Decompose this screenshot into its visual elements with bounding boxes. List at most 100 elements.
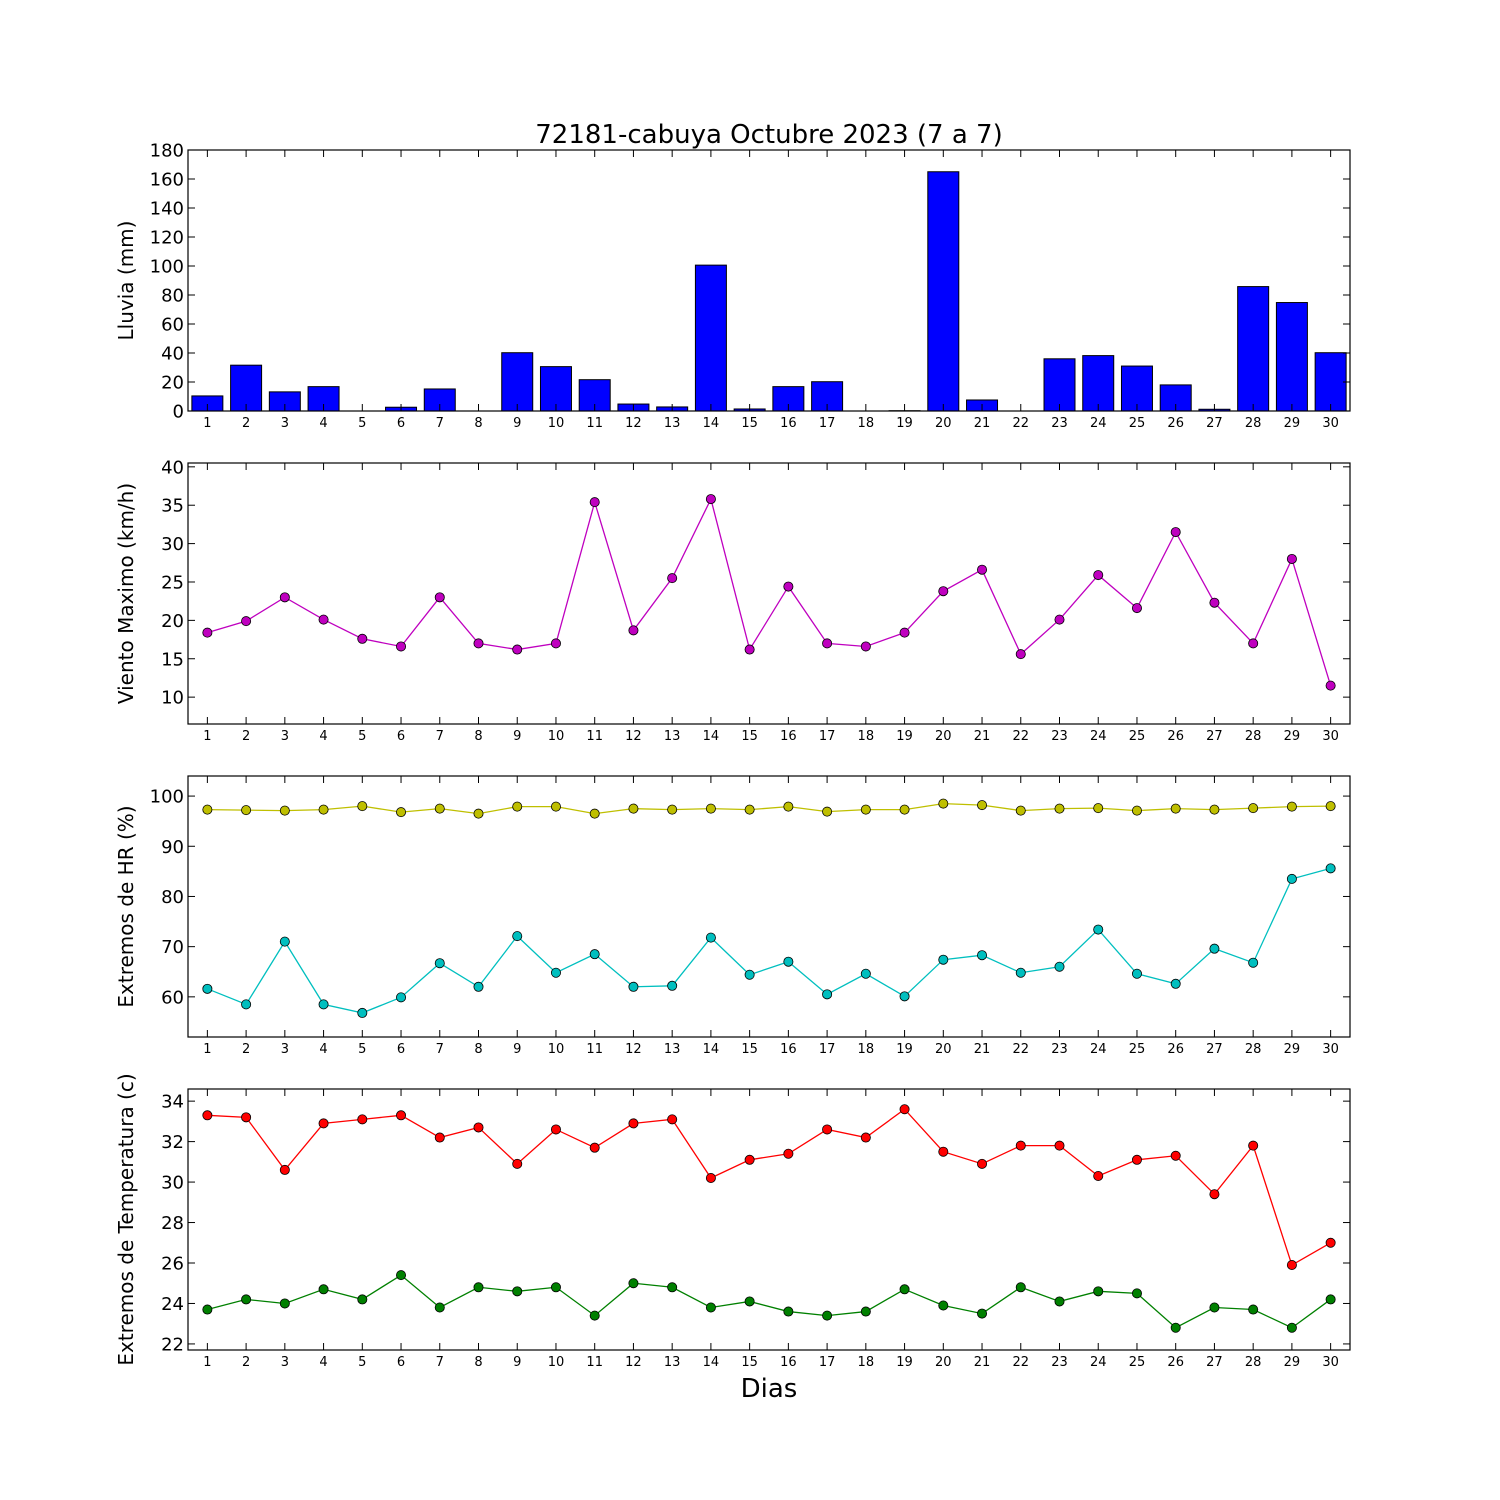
point-series-2-day-22: [1015, 1282, 1026, 1293]
point-series-1-day-12: [628, 803, 639, 814]
x-tick-label: 17: [819, 1042, 836, 1057]
point-series-2-day-12: [628, 1278, 639, 1289]
point-series-1-day-6: [396, 1110, 407, 1121]
point-series-1-day-16: [783, 1148, 794, 1159]
point-series-2-day-29: [1286, 873, 1297, 884]
point-series-2-day-1: [202, 1304, 213, 1315]
x-tick-label: 15: [741, 416, 758, 431]
y-tick-label: 140: [150, 199, 184, 220]
x-tick-label: 28: [1245, 729, 1262, 744]
x-tick-label: 13: [664, 416, 681, 431]
axes-frame: [187, 775, 1351, 1038]
point-series-1-day-4: [318, 1118, 329, 1129]
x-tick-label: 14: [703, 729, 720, 744]
x-tick-label: 21: [974, 416, 991, 431]
point-series-2-day-30: [1325, 1294, 1336, 1305]
x-tick-label: 1: [203, 1355, 211, 1370]
point-series-2-day-17: [822, 1310, 833, 1321]
x-tick-label: 9: [513, 1042, 521, 1057]
x-tick-label: 20: [935, 729, 952, 744]
point-series-1-day-21: [977, 1158, 988, 1169]
point-series-2-day-28: [1248, 957, 1259, 968]
point-series-2-day-26: [1170, 1322, 1181, 1333]
point-series-1-day-4: [318, 804, 329, 815]
point-series-1-day-19: [899, 804, 910, 815]
point-series-1-day-30: [1325, 1237, 1336, 1248]
point-series-1-day-23: [1054, 614, 1065, 625]
point-series-2-day-1: [202, 983, 213, 994]
point-series-1-day-2: [241, 616, 252, 627]
point-series-1-day-3: [279, 805, 290, 816]
bar-day-25: [1120, 365, 1153, 412]
x-tick-label: 26: [1167, 729, 1184, 744]
x-tick-label: 9: [513, 1355, 521, 1370]
figure-title: 72181-cabuya Octubre 2023 (7 a 7): [535, 120, 1002, 150]
x-tick-label: 12: [625, 1355, 642, 1370]
point-series-2-day-5: [357, 1294, 368, 1305]
point-series-2-day-24: [1093, 1286, 1104, 1297]
bar-day-30: [1314, 352, 1347, 412]
point-series-1-day-15: [744, 644, 755, 655]
x-tick-label: 30: [1322, 1042, 1339, 1057]
x-tick-label: 24: [1090, 1355, 1107, 1370]
y-tick-label: 100: [150, 787, 184, 808]
x-tick-label: 1: [203, 729, 211, 744]
x-tick-label: 25: [1129, 1042, 1146, 1057]
x-tick-label: 20: [935, 416, 952, 431]
x-tick-label: 10: [548, 416, 565, 431]
x-tick-label: 18: [858, 416, 875, 431]
x-tick-label: 25: [1129, 1355, 1146, 1370]
x-tick-label: 1: [203, 416, 211, 431]
point-series-1-day-19: [899, 627, 910, 638]
x-tick-label: 23: [1051, 1042, 1068, 1057]
x-tick-label: 6: [397, 416, 405, 431]
bar-day-10: [539, 366, 572, 412]
bar-day-29: [1275, 302, 1308, 412]
point-series-1-day-20: [938, 798, 949, 809]
x-tick-label: 20: [935, 1355, 952, 1370]
x-tick-label: 29: [1284, 729, 1301, 744]
x-tick-label: 14: [703, 416, 720, 431]
point-series-1-day-13: [667, 804, 678, 815]
x-tick-label: 5: [358, 729, 366, 744]
x-tick-label: 5: [358, 1042, 366, 1057]
point-series-1-day-20: [938, 586, 949, 597]
x-tick-label: 26: [1167, 1042, 1184, 1057]
x-tick-label: 11: [586, 416, 603, 431]
point-series-1-day-18: [860, 804, 871, 815]
y-tick-label: 60: [161, 315, 184, 336]
point-series-1-day-23: [1054, 803, 1065, 814]
x-tick-label: 30: [1322, 416, 1339, 431]
y-tick-label: 80: [161, 286, 184, 307]
axes-frame: [187, 1088, 1351, 1351]
point-series-1-day-9: [512, 1158, 523, 1169]
point-series-1-day-13: [667, 1114, 678, 1125]
x-tick-label: 7: [436, 1355, 444, 1370]
point-series-1-day-26: [1170, 1150, 1181, 1161]
bar-day-2: [230, 364, 263, 412]
point-series-2-day-13: [667, 1282, 678, 1293]
point-series-1-day-4: [318, 614, 329, 625]
point-series-1-day-1: [202, 804, 213, 815]
x-tick-label: 25: [1129, 416, 1146, 431]
point-series-2-day-6: [396, 1270, 407, 1281]
x-tick-label: 30: [1322, 1355, 1339, 1370]
x-tick-label: 3: [281, 729, 289, 744]
point-series-2-day-20: [938, 954, 949, 965]
point-series-1-day-5: [357, 1114, 368, 1125]
point-series-2-day-25: [1131, 968, 1142, 979]
bar-day-20: [927, 171, 960, 412]
point-series-1-day-27: [1209, 804, 1220, 815]
point-series-1-day-22: [1015, 1140, 1026, 1151]
y-tick-label: 70: [161, 937, 184, 958]
x-tick-label: 26: [1167, 416, 1184, 431]
x-tick-label: 8: [474, 729, 482, 744]
x-tick-label: 6: [397, 1042, 405, 1057]
point-series-1-day-30: [1325, 801, 1336, 812]
point-series-2-day-2: [241, 1294, 252, 1305]
point-series-1-day-20: [938, 1146, 949, 1157]
x-axis-label: Dias: [741, 1374, 798, 1404]
series-line-2: [207, 1274, 1332, 1329]
point-series-2-day-11: [589, 949, 600, 960]
